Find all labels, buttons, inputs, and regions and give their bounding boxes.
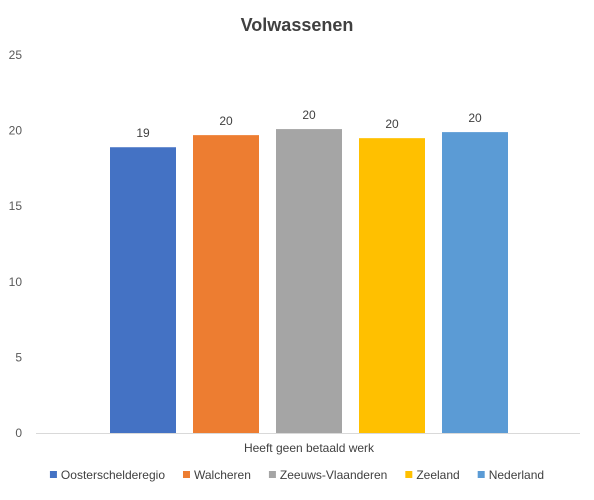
bars: 19 20 20 20 20 <box>110 108 508 434</box>
legend-swatch <box>477 471 485 478</box>
legend-label: Oosterschelderegio <box>61 468 165 482</box>
data-label: 20 <box>302 108 316 122</box>
y-tick-label: 25 <box>9 48 23 62</box>
bar-nederland <box>442 132 508 433</box>
data-label: 20 <box>219 114 233 128</box>
legend: Oosterschelderegio Walcheren Zeeuws-Vlaand… <box>49 468 544 482</box>
bar-zeeuws-vlaanderen <box>276 129 342 433</box>
bar-zeeland <box>359 138 425 433</box>
x-category-label: Heeft geen betaald werk <box>244 441 375 455</box>
chart-title: Volwassenen <box>241 15 354 35</box>
legend-label: Nederland <box>489 468 544 482</box>
legend-swatch <box>49 471 57 478</box>
y-tick-label: 10 <box>9 275 23 289</box>
data-label: 20 <box>468 111 482 125</box>
bar-walcheren <box>193 135 259 434</box>
legend-label: Zeeland <box>416 468 459 482</box>
legend-swatch <box>405 471 413 478</box>
y-tick-label: 5 <box>15 350 22 364</box>
data-label: 20 <box>385 117 399 131</box>
legend-swatch <box>182 471 190 478</box>
y-tick-label: 0 <box>15 426 22 440</box>
data-label: 19 <box>136 126 150 140</box>
legend-label: Walcheren <box>194 468 251 482</box>
y-tick-label: 15 <box>9 199 23 213</box>
y-axis: 0 5 10 15 20 25 <box>9 48 23 440</box>
y-tick-label: 20 <box>9 124 23 138</box>
legend-label: Zeeuws-Vlaanderen <box>280 468 387 482</box>
bar-oosterschelderegio <box>110 147 176 433</box>
legend-swatch <box>268 471 276 478</box>
